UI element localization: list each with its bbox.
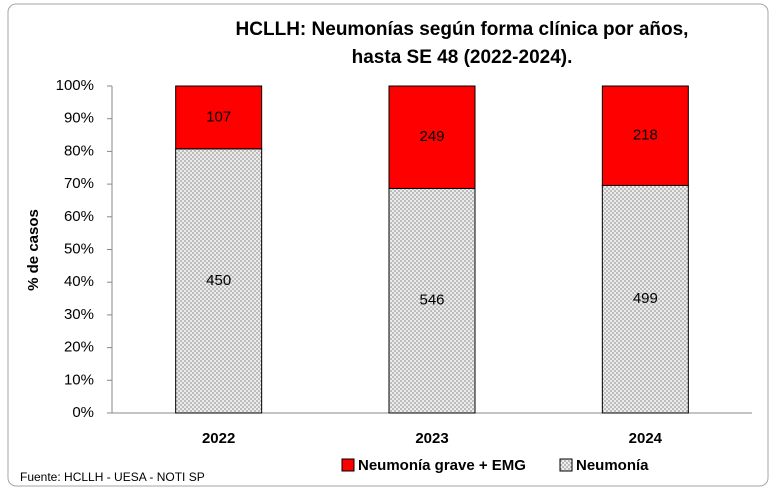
legend-label: Neumonía: [576, 457, 649, 474]
y-tick-label: 90%: [64, 110, 94, 127]
y-tick-label: 20%: [64, 339, 94, 356]
legend-swatch: [559, 458, 573, 472]
data-label: 546: [419, 292, 444, 309]
data-label: 218: [633, 127, 658, 144]
x-tick-label: 2024: [629, 430, 663, 447]
legend-swatch: [341, 458, 355, 472]
y-tick-label: 0%: [72, 404, 94, 421]
bar-segment: [175, 85, 263, 150]
y-tick-label: 40%: [64, 273, 94, 290]
data-label: 107: [206, 108, 231, 125]
y-tick-label: 10%: [64, 371, 94, 388]
bar-segment: [175, 148, 263, 414]
y-tick-label: 50%: [64, 240, 94, 257]
bar-segment: [601, 184, 689, 414]
y-tick-label: 80%: [64, 142, 94, 159]
bar-segment: [388, 85, 476, 189]
chart-title: HCLLH: Neumonías según forma clínica por…: [236, 19, 689, 40]
y-axis-label: % de casos: [25, 209, 42, 291]
data-label: 249: [419, 128, 444, 145]
y-tick-label: 30%: [64, 306, 94, 323]
chart-title: hasta SE 48 (2022-2024).: [352, 47, 573, 68]
x-tick-label: 2023: [415, 430, 448, 447]
legend-label: Neumonía grave + EMG: [358, 457, 526, 474]
y-tick-label: 70%: [64, 175, 94, 192]
y-tick-label: 100%: [56, 77, 94, 94]
data-label: 499: [633, 290, 658, 307]
source: Fuente: HCLLH - UESA - NOTI SP: [20, 470, 205, 484]
data-label: 450: [206, 272, 231, 289]
bar-segment: [601, 85, 689, 186]
bar-segment: [388, 187, 476, 414]
x-tick-label: 2022: [202, 430, 235, 447]
y-tick-label: 60%: [64, 208, 94, 225]
